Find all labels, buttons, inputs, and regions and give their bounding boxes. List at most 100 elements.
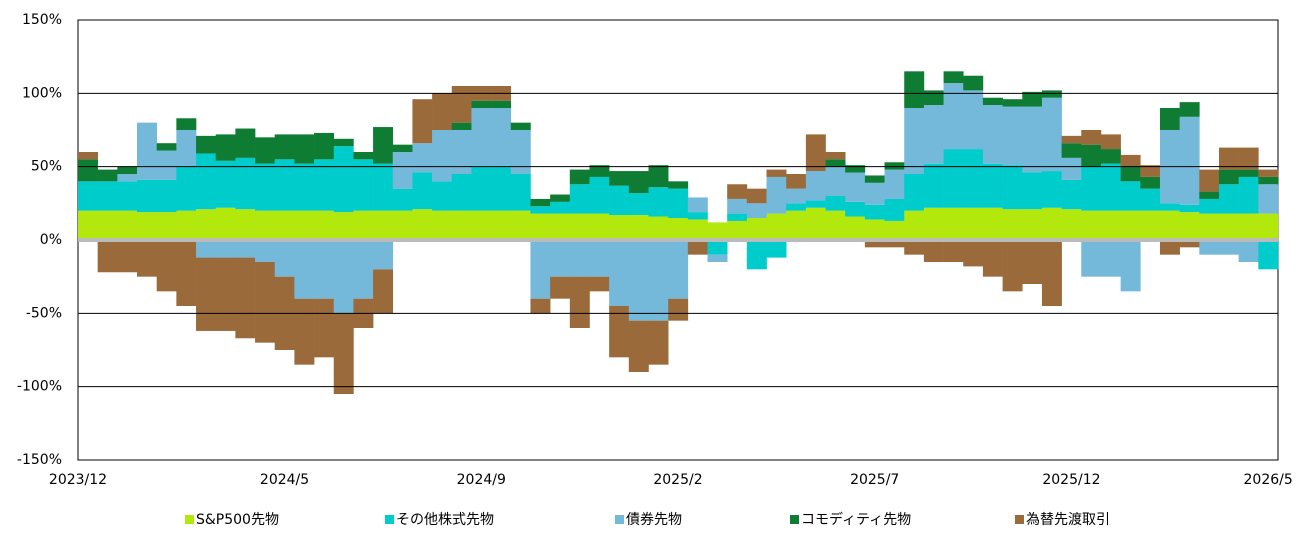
bar-segment — [648, 320, 669, 365]
bar-segment — [746, 240, 767, 270]
bar-segment — [1120, 166, 1141, 182]
bar-segment — [1100, 149, 1121, 164]
bar-segment — [294, 163, 315, 211]
bar-segment — [117, 240, 138, 273]
bar-segment — [1100, 240, 1121, 277]
bar-segment — [432, 210, 453, 240]
y-tick-label: -100% — [17, 379, 62, 395]
bar-segment — [923, 240, 944, 262]
bar-segment — [550, 201, 571, 214]
bar-segment — [884, 220, 905, 240]
bar-segment — [589, 276, 610, 292]
bar-segment — [746, 203, 767, 218]
x-tick-label: 2025/12 — [1042, 472, 1100, 488]
bar-segment — [943, 71, 964, 84]
bar-segment — [117, 166, 138, 174]
bar-segment — [97, 181, 118, 211]
bar-segment — [923, 163, 944, 208]
bar-segment — [569, 276, 590, 328]
bar-segment — [1218, 184, 1239, 214]
bar-segment — [1218, 213, 1239, 240]
bar-segment — [628, 320, 649, 372]
bar-segment — [235, 257, 256, 339]
bar-segment — [373, 210, 394, 240]
bar-segment — [746, 188, 767, 204]
bar-segment — [1100, 163, 1121, 211]
bar-segment — [1218, 147, 1239, 170]
bar-segment — [333, 212, 354, 240]
bar-segment — [1179, 240, 1200, 248]
bar-segment — [982, 240, 1003, 277]
y-tick-label: 150% — [22, 12, 62, 28]
bar-segment — [1002, 240, 1023, 292]
bar-segment — [255, 262, 276, 343]
bar-segment — [78, 181, 98, 211]
bar-segment — [569, 240, 590, 277]
bar-segment — [1179, 204, 1200, 213]
bar-segment — [451, 210, 472, 240]
bar-segment — [255, 163, 276, 211]
bar-segment — [333, 313, 354, 394]
bar-segment — [648, 216, 669, 240]
bar-segment — [1258, 169, 1279, 177]
bar-segment — [1022, 172, 1043, 210]
bar-segment — [314, 159, 335, 211]
bar-segment — [432, 93, 453, 130]
bar-segment — [294, 298, 315, 365]
bar-segment — [196, 153, 217, 210]
bar-segment — [550, 240, 571, 277]
bar-segment — [628, 215, 649, 240]
bar-segment — [766, 240, 787, 258]
legend-label: コモディティ先物 — [801, 511, 911, 528]
bar-segment — [1199, 240, 1220, 255]
bar-segment — [1041, 90, 1062, 98]
bar-segment — [215, 134, 236, 161]
bar-segment — [864, 175, 885, 183]
bar-segment — [1002, 99, 1023, 107]
x-tick-label: 2026/5 — [1244, 472, 1293, 488]
bar-segment — [530, 298, 551, 314]
bar-segment — [196, 135, 217, 154]
bar-segment — [314, 298, 335, 358]
bar-segment — [215, 240, 236, 258]
bar-segment — [904, 71, 925, 108]
bar-segment — [1081, 166, 1102, 211]
bar-segment — [510, 130, 531, 174]
bar-segment — [825, 152, 846, 160]
bar-segment — [471, 108, 492, 167]
bar-segment — [1041, 171, 1062, 208]
legend-label: 債券先物 — [626, 512, 682, 528]
bar-segment — [687, 212, 708, 220]
bar-segment — [235, 157, 256, 210]
bar-segment — [294, 210, 315, 240]
bar-segment — [884, 240, 905, 248]
bar-segment — [1238, 169, 1259, 177]
legend-swatch — [385, 515, 394, 524]
y-tick-label: -50% — [26, 305, 62, 321]
bar-segment — [786, 174, 807, 189]
bar-segment — [215, 257, 236, 331]
bar-segment — [451, 122, 472, 130]
bar-segment — [1100, 134, 1121, 150]
bar-segment — [1258, 213, 1279, 240]
bar-segment — [471, 166, 492, 211]
bar-segment — [923, 105, 944, 164]
bar-segment — [589, 213, 610, 240]
legend-swatch — [615, 515, 624, 524]
bar-segment — [609, 171, 630, 186]
bar-segment — [569, 169, 590, 185]
bar-segment — [864, 204, 885, 220]
legend-label: S&P500先物 — [196, 512, 279, 528]
bar-segment — [353, 159, 374, 211]
bar-segment — [1061, 143, 1082, 158]
bar-segment — [176, 166, 197, 211]
bar-segment — [884, 162, 905, 170]
bar-segment — [156, 150, 177, 180]
bar-segment — [274, 159, 295, 211]
bar-segment — [904, 108, 925, 174]
bar-segment — [97, 210, 118, 240]
bar-segment — [786, 188, 807, 204]
bar-segment — [707, 240, 728, 255]
bar-segment — [1100, 210, 1121, 240]
bar-segment — [1081, 144, 1102, 167]
